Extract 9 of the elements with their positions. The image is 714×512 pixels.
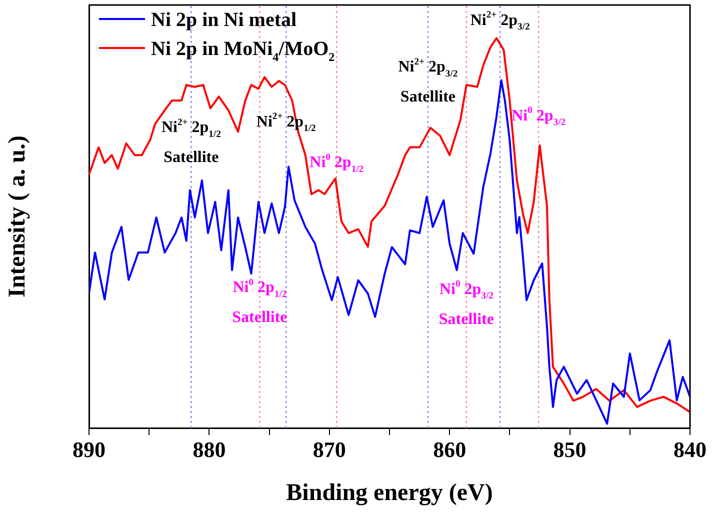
x-tick-label: 840 [674,436,706,462]
legend-label: Ni 2p in Ni metal [151,9,297,31]
x-tick-label: 890 [72,436,106,462]
x-tick-label: 860 [433,436,466,462]
x-tick-label: 850 [553,436,586,462]
x-tick-label: 870 [312,436,346,462]
y-axis-title: Intensity ( a. u.) [4,135,31,298]
x-axis-title: Binding energy (eV) [286,480,493,506]
x-tick-label: 880 [192,436,226,462]
